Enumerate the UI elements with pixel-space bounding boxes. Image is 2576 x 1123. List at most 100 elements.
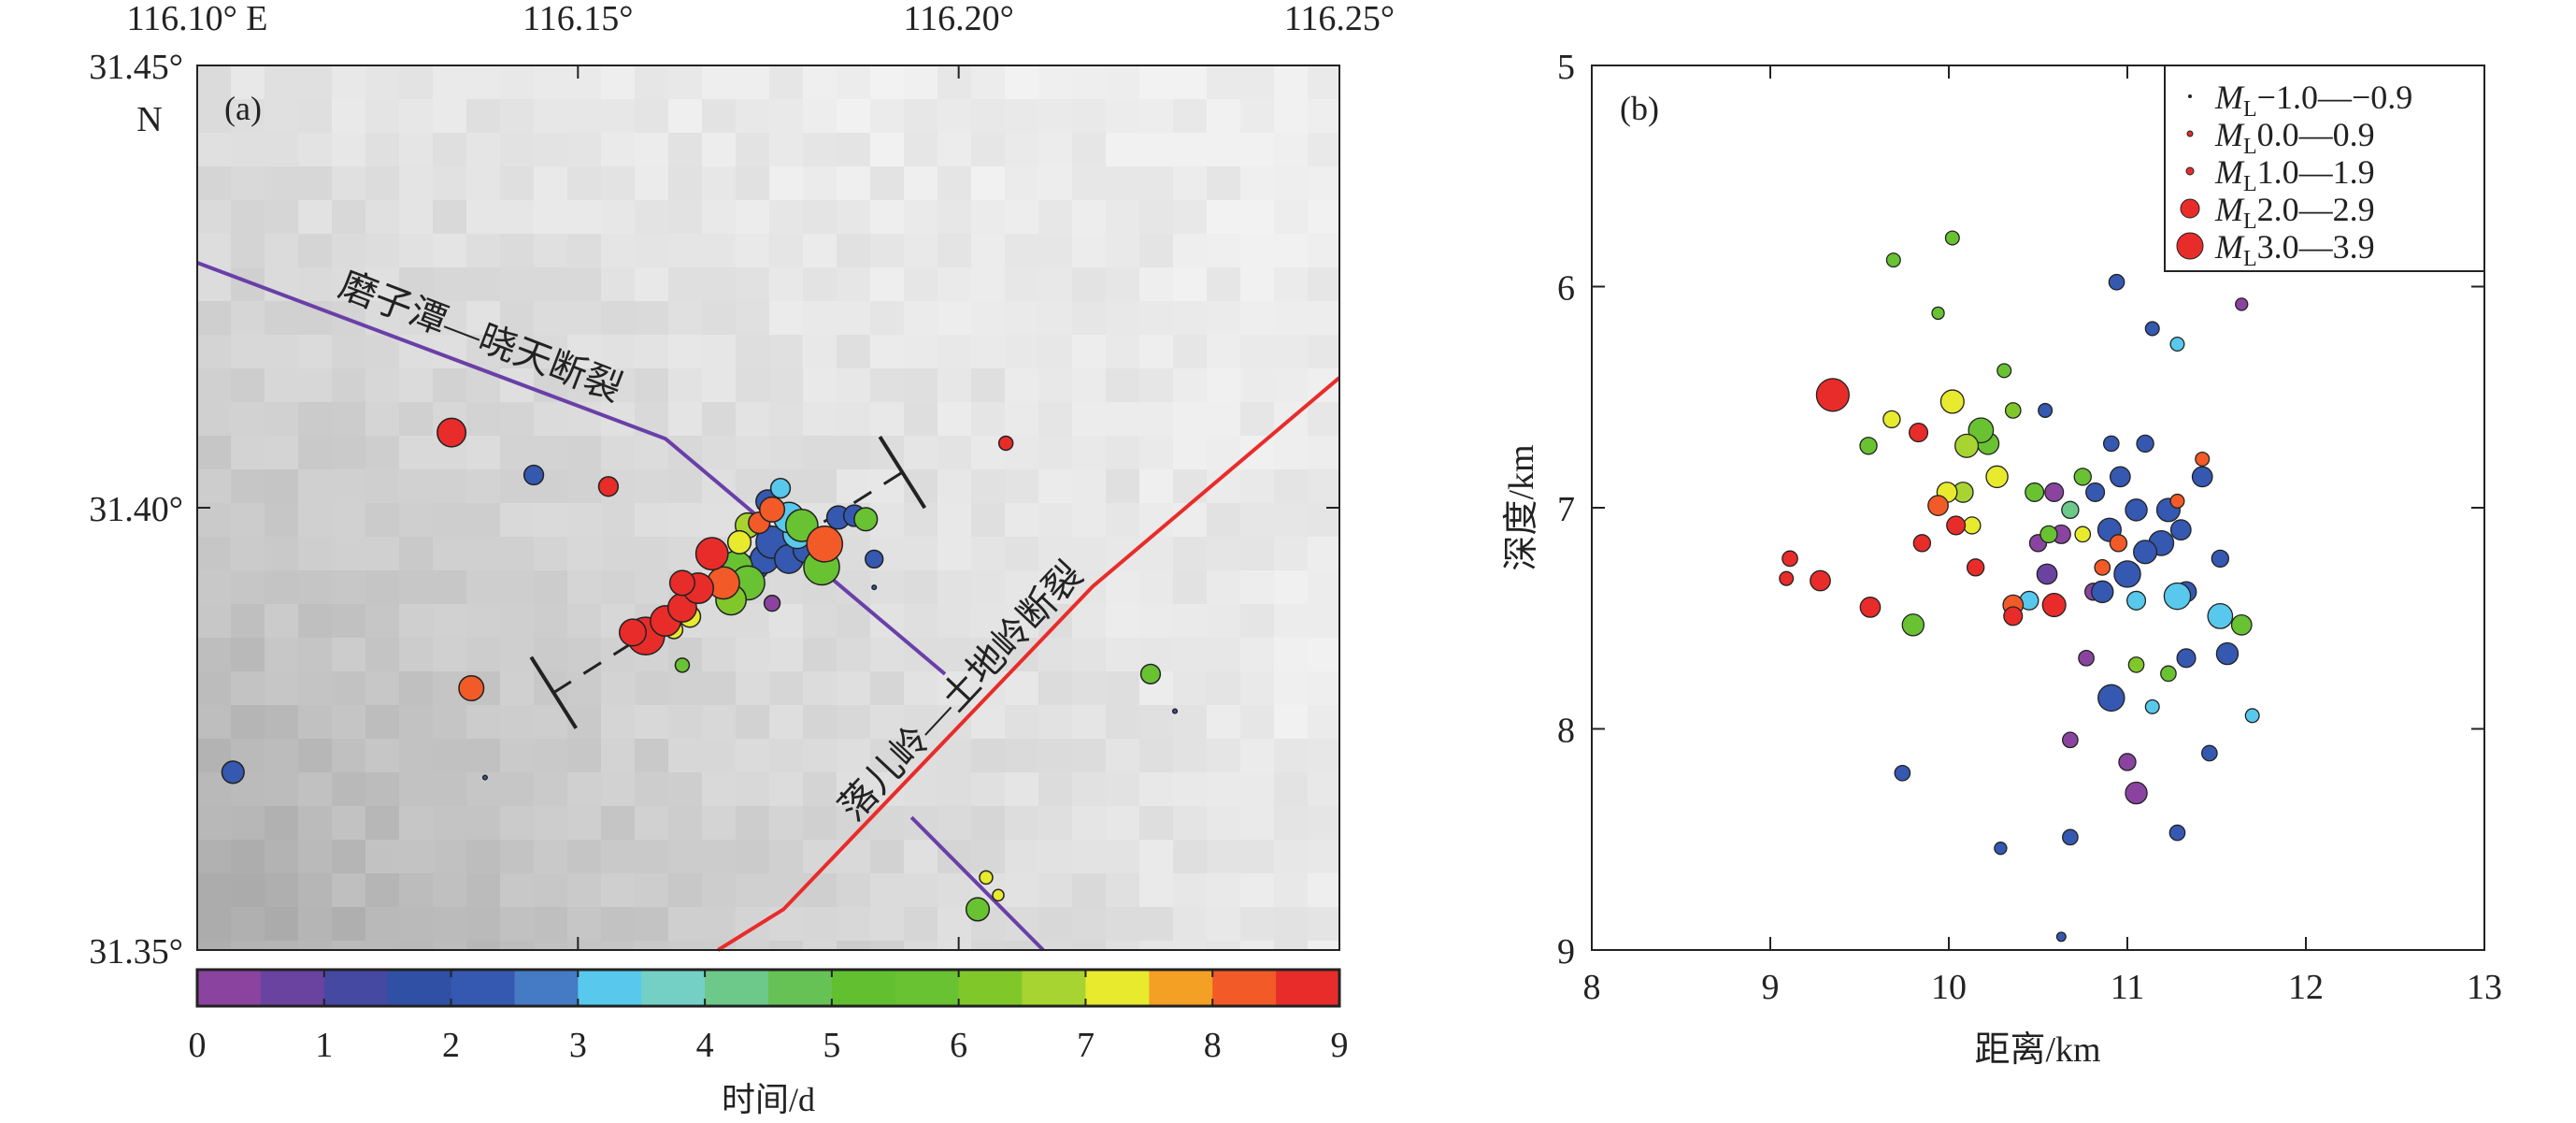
raster-cell bbox=[1274, 941, 1308, 950]
raster-cell bbox=[567, 166, 601, 200]
raster-cell bbox=[399, 99, 433, 133]
raster-cell bbox=[1173, 537, 1207, 570]
raster-cell bbox=[1308, 806, 1339, 840]
raster-cell bbox=[1072, 301, 1106, 335]
raster-cell bbox=[1173, 739, 1207, 772]
raster-cell bbox=[601, 436, 635, 469]
raster-cell bbox=[1072, 907, 1106, 941]
raster-cell bbox=[298, 267, 332, 301]
raster-cell bbox=[702, 166, 736, 200]
raster-cell bbox=[937, 537, 971, 570]
raster-cell bbox=[601, 503, 635, 537]
x-tick-label: 11 bbox=[2111, 968, 2145, 1007]
raster-cell bbox=[635, 166, 668, 200]
raster-cell bbox=[1173, 638, 1207, 671]
raster-cell bbox=[399, 840, 433, 873]
raster-cell bbox=[298, 671, 332, 705]
map-event-marker bbox=[853, 507, 879, 532]
raster-cell bbox=[803, 234, 837, 267]
raster-cell bbox=[736, 301, 769, 335]
raster-cell bbox=[803, 436, 837, 469]
raster-cell bbox=[1038, 806, 1072, 840]
raster-cell bbox=[837, 301, 870, 335]
raster-cell bbox=[1274, 537, 1308, 570]
raster-cell bbox=[231, 368, 265, 402]
raster-cell bbox=[1005, 604, 1038, 638]
raster-cell bbox=[332, 537, 365, 570]
profile-event-marker bbox=[1996, 363, 2012, 379]
raster-cell bbox=[365, 604, 399, 638]
raster-cell bbox=[904, 604, 937, 638]
raster-cell bbox=[904, 335, 937, 368]
raster-cell bbox=[1308, 301, 1339, 335]
raster-cell bbox=[1274, 301, 1308, 335]
raster-cell bbox=[534, 234, 567, 267]
raster-cell bbox=[736, 133, 769, 166]
raster-cell bbox=[1139, 469, 1173, 503]
profile-event-marker bbox=[2073, 468, 2092, 486]
x-tick-label: 116.25° bbox=[1284, 0, 1395, 38]
raster-cell bbox=[702, 133, 736, 166]
raster-cell bbox=[365, 469, 399, 503]
raster-cell bbox=[1106, 65, 1139, 99]
raster-cell bbox=[769, 739, 803, 772]
raster-cell bbox=[1038, 772, 1072, 806]
raster-cell bbox=[365, 840, 399, 873]
raster-cell bbox=[1308, 99, 1339, 133]
raster-cell bbox=[601, 840, 635, 873]
raster-cell bbox=[769, 873, 803, 907]
raster-cell bbox=[534, 604, 567, 638]
raster-cell bbox=[1038, 99, 1072, 133]
raster-cell bbox=[197, 873, 231, 907]
raster-cell bbox=[433, 234, 466, 267]
colorbar-tick-label: 7 bbox=[1077, 1026, 1095, 1065]
x-tick-label: 116.15° bbox=[522, 0, 633, 38]
profile-event-marker bbox=[2078, 649, 2095, 667]
raster-cell bbox=[534, 739, 567, 772]
raster-cell bbox=[1240, 671, 1274, 705]
raster-cell bbox=[1207, 840, 1240, 873]
raster-cell bbox=[904, 705, 937, 739]
raster-cell bbox=[1173, 234, 1207, 267]
raster-cell bbox=[265, 469, 298, 503]
raster-cell bbox=[1106, 671, 1139, 705]
raster-cell bbox=[937, 402, 971, 436]
raster-cell bbox=[399, 65, 433, 99]
raster-cell bbox=[265, 436, 298, 469]
profile-event-marker bbox=[1894, 764, 1911, 782]
raster-cell bbox=[702, 873, 736, 907]
raster-cell bbox=[534, 503, 567, 537]
colorbar-tick-label: 0 bbox=[189, 1026, 207, 1065]
raster-cell bbox=[500, 436, 534, 469]
raster-cell bbox=[803, 671, 837, 705]
raster-cell bbox=[937, 335, 971, 368]
raster-cell bbox=[197, 65, 231, 99]
raster-cell bbox=[1207, 806, 1240, 840]
raster-cell bbox=[466, 133, 500, 166]
raster-cell bbox=[904, 436, 937, 469]
raster-cell bbox=[231, 402, 265, 436]
raster-cell bbox=[971, 537, 1005, 570]
legend-range: 1.0—1.9 bbox=[2257, 153, 2375, 191]
raster-cell bbox=[298, 166, 332, 200]
legend-symbol: M bbox=[2214, 116, 2245, 153]
raster-cell bbox=[1308, 537, 1339, 570]
y-tick-label: 31.45° bbox=[89, 48, 183, 87]
raster-cell bbox=[399, 941, 433, 950]
raster-cell bbox=[500, 638, 534, 671]
raster-cell bbox=[1173, 604, 1207, 638]
raster-cell bbox=[399, 133, 433, 166]
profile-event-marker bbox=[2062, 731, 2079, 749]
raster-cell bbox=[668, 705, 702, 739]
raster-cell bbox=[1038, 267, 1072, 301]
raster-cell bbox=[837, 335, 870, 368]
profile-event-marker bbox=[2235, 297, 2249, 311]
raster-cell bbox=[433, 705, 466, 739]
raster-cell bbox=[1139, 806, 1173, 840]
raster-cell bbox=[265, 99, 298, 133]
raster-cell bbox=[736, 65, 769, 99]
raster-cell bbox=[937, 806, 971, 840]
raster-cell bbox=[904, 234, 937, 267]
raster-cell bbox=[500, 166, 534, 200]
